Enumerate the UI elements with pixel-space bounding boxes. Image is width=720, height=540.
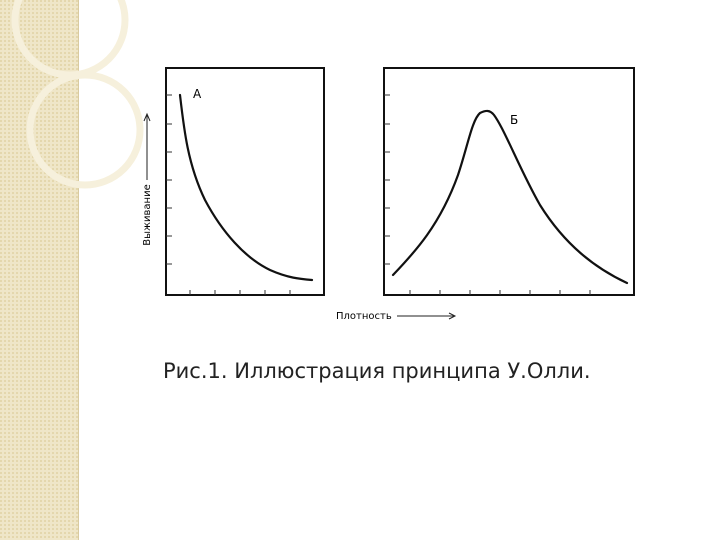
x-axis-label: Плотность: [336, 311, 392, 322]
y-arrow: [143, 112, 151, 180]
ticks: [166, 94, 591, 295]
panel-frame: [165, 67, 325, 296]
curve-b: [391, 109, 629, 285]
caption: Рис.1. Иллюстрация принципа У.Олли.: [163, 359, 591, 383]
y-axis-label: Выживание: [142, 184, 153, 245]
decor-strip: [0, 0, 144, 540]
figure: А Б Выживание Плотность: [142, 67, 635, 322]
panel-label: Б: [510, 113, 518, 127]
curve-a: [178, 93, 314, 282]
panel-label: А: [193, 87, 202, 101]
x-arrow: [397, 312, 457, 320]
panel-frame: [383, 67, 635, 296]
